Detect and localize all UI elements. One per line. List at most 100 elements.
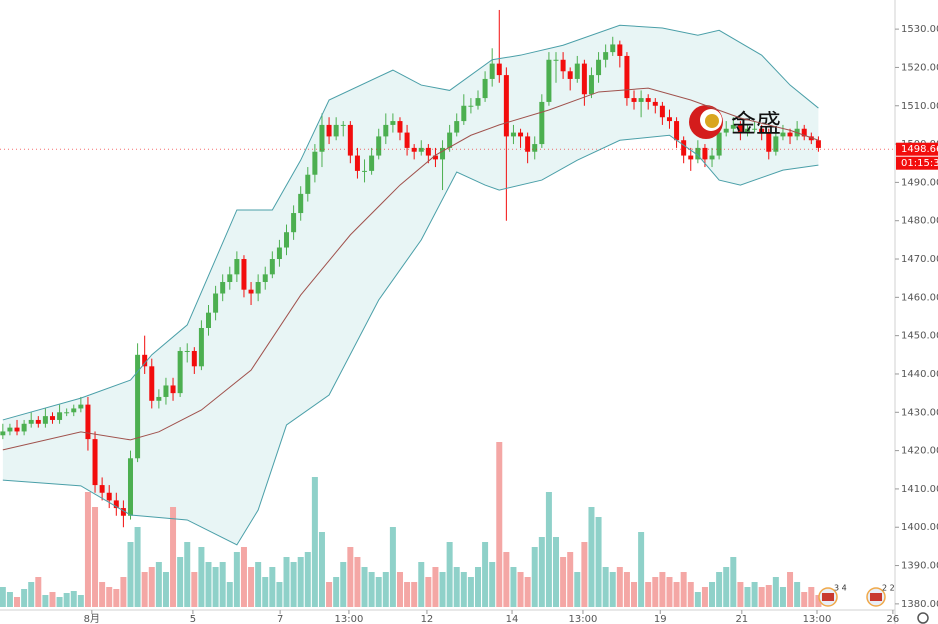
- x-tick-label: 26: [887, 614, 900, 624]
- candle-body: [482, 78, 488, 99]
- volume-bar: [49, 592, 56, 607]
- x-tick-label: 13:00: [569, 614, 598, 624]
- volume-bar: [297, 557, 304, 607]
- volume-bar: [716, 572, 723, 607]
- candle-body: [659, 105, 665, 118]
- candle-body: [369, 155, 375, 171]
- candle-body: [78, 404, 84, 409]
- volume-bar: [411, 582, 418, 607]
- gear[interactable]: [917, 612, 929, 624]
- volume-bar: [609, 572, 616, 607]
- event-flag: [822, 593, 834, 601]
- volume-bar: [758, 587, 765, 607]
- volume-bar: [694, 592, 701, 607]
- volume-bar: [205, 562, 212, 607]
- volume-bar: [84, 492, 91, 607]
- volume-bar: [389, 527, 396, 607]
- volume-bar: [446, 542, 453, 607]
- candle-body: [518, 132, 524, 137]
- volume-bar: [304, 552, 311, 607]
- candle-body: [227, 274, 233, 283]
- candle-body: [170, 385, 176, 394]
- candle-body: [440, 147, 446, 160]
- volume-bar: [14, 597, 21, 607]
- candle-body: [319, 124, 325, 152]
- volume-bar: [687, 582, 694, 607]
- candle-body: [560, 59, 566, 72]
- x-tick-label: 12: [421, 614, 434, 624]
- candle-body: [737, 124, 743, 133]
- volume-bar: [240, 547, 247, 607]
- x-tick-label: 21: [735, 614, 748, 624]
- candle-body: [489, 63, 495, 79]
- candle-body: [808, 136, 814, 141]
- volume-bar: [255, 562, 262, 607]
- x-tick-label: 5: [190, 614, 196, 624]
- candle-body: [35, 419, 41, 424]
- candle-body: [276, 247, 282, 260]
- candle-body: [603, 52, 609, 60]
- y-tick-label: 1520.00: [901, 62, 938, 73]
- candle-body: [581, 63, 587, 95]
- x-tick-label: 14: [506, 614, 519, 624]
- y-tick-label: 1430.00: [901, 407, 938, 418]
- candle-body: [624, 55, 630, 99]
- y-tick-label: 1390.00: [901, 561, 938, 572]
- candle-body: [57, 412, 63, 420]
- candle-body: [312, 151, 318, 175]
- candle-body: [198, 327, 204, 367]
- volume-bar: [631, 582, 638, 607]
- candle-body: [468, 105, 474, 107]
- candle-body: [496, 63, 502, 76]
- candle-body: [383, 124, 389, 137]
- y-tick-label: 1380.00: [901, 599, 938, 610]
- candle-body: [752, 128, 758, 130]
- volume-bar: [276, 582, 283, 607]
- volume-bar: [602, 567, 609, 607]
- candle-body: [397, 121, 403, 133]
- candle-body: [702, 147, 708, 160]
- candle-body: [49, 416, 55, 420]
- candle-body: [347, 124, 353, 156]
- candle-body: [354, 155, 360, 171]
- volume-bar: [42, 595, 49, 607]
- candle-body: [340, 124, 346, 126]
- candle-body: [787, 132, 793, 137]
- candle-body: [666, 117, 672, 122]
- candle-body: [759, 128, 765, 133]
- volume-bar: [28, 582, 35, 607]
- candle-body: [71, 408, 77, 413]
- candle-body: [284, 232, 290, 248]
- candle-body: [567, 71, 573, 79]
- candle-body: [780, 132, 786, 137]
- volume-bar: [162, 572, 169, 607]
- volume-bar: [396, 572, 403, 607]
- y-tick-label: 1440.00: [901, 369, 938, 380]
- volume-bar: [645, 582, 652, 607]
- x-tick-label: 13:00: [803, 614, 832, 624]
- volume-bar: [198, 547, 205, 607]
- volume-bar: [361, 567, 368, 607]
- volume-bar: [212, 567, 219, 607]
- y-tick-label: 1450.00: [901, 331, 938, 342]
- candle-body: [525, 136, 531, 152]
- candle-body: [156, 396, 162, 401]
- volume-bar: [779, 587, 786, 607]
- volume-bar: [659, 572, 666, 607]
- volume-bar: [538, 537, 545, 607]
- candle-body: [362, 170, 368, 172]
- candle-body: [28, 419, 34, 424]
- volume-bar: [432, 567, 439, 607]
- volume-bar: [177, 557, 184, 607]
- settings-icon[interactable]: [917, 612, 929, 624]
- event-label: 2 2: [882, 584, 895, 593]
- volume-bar: [347, 547, 354, 607]
- volume-bar: [567, 552, 574, 607]
- volume-bar: [517, 572, 524, 607]
- candle-body: [447, 132, 453, 148]
- volume-bar: [730, 557, 737, 607]
- volume-bar: [531, 547, 538, 607]
- candle-body: [432, 155, 438, 160]
- candle-body: [730, 124, 736, 129]
